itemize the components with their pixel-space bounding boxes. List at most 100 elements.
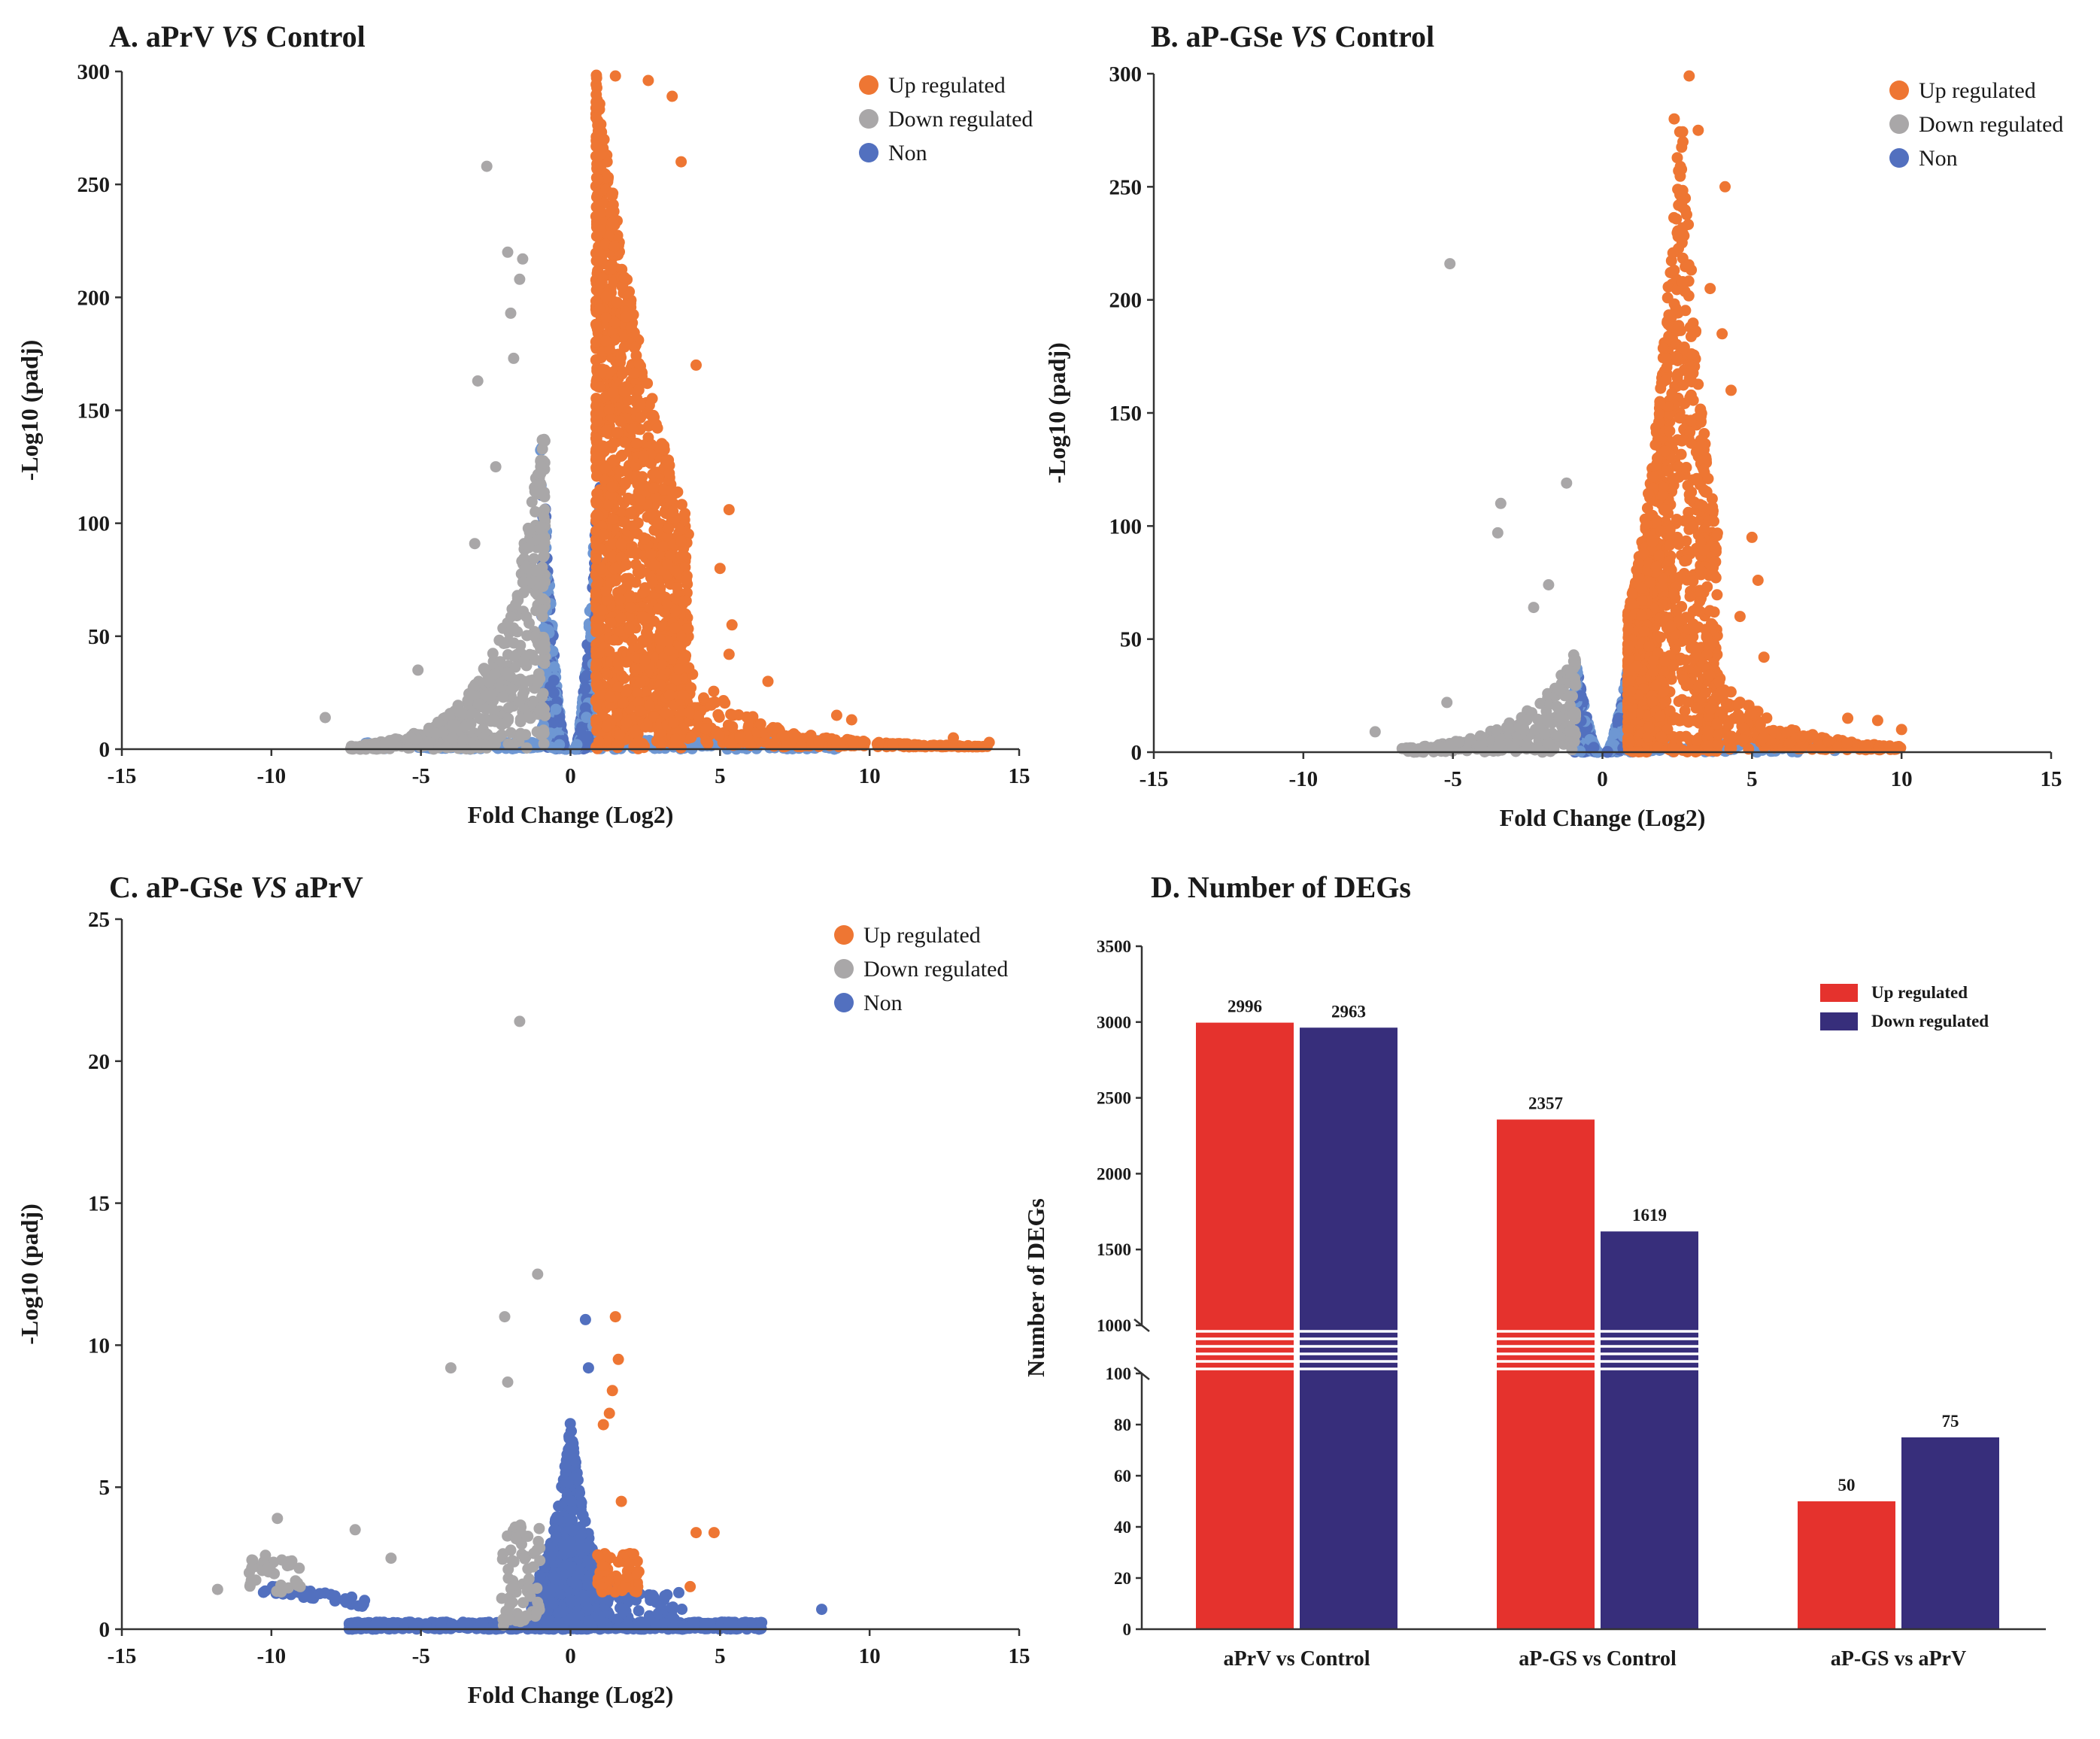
down-regulated-point [537, 581, 549, 593]
up-regulated-point [754, 718, 766, 730]
x-tick-label: 0 [565, 764, 576, 788]
down-regulated-point [1555, 712, 1567, 724]
up-regulated-point [698, 692, 709, 704]
down-regulated-point [319, 712, 331, 724]
up-regulated-point [680, 595, 692, 607]
down-regulated-point [1542, 715, 1554, 727]
down-regulated-point [498, 638, 510, 649]
up-regulated-point [713, 730, 725, 742]
up-regulated-point [669, 622, 681, 634]
down-regulated-point [538, 550, 550, 561]
down-regulated-point [535, 487, 547, 499]
up-regulated-point [670, 733, 682, 745]
up-regulated-point [685, 681, 697, 693]
up-regulated-point [615, 351, 627, 363]
up-regulated-point [637, 450, 649, 462]
up-regulated-point [607, 387, 619, 399]
non-point [545, 681, 557, 693]
down-regulated-point [517, 253, 529, 265]
up-regulated-point [1668, 264, 1680, 276]
legend-down-regulated-marker [859, 109, 879, 129]
up-regulated-point [630, 724, 642, 736]
down-regulated-point [441, 742, 453, 754]
up-regulated-point [639, 654, 651, 666]
up-regulated-point [648, 560, 660, 571]
up-regulated-point [590, 451, 602, 463]
x-tick-label: 10 [859, 764, 881, 788]
up-regulated-point [948, 732, 959, 744]
non-point [1612, 715, 1624, 727]
non-point [538, 622, 550, 634]
up-regulated-point [1673, 696, 1685, 707]
up-regulated-point [652, 603, 664, 615]
up-regulated-point [845, 714, 857, 726]
up-regulated-point [662, 558, 673, 570]
up-regulated-point [597, 440, 609, 452]
up-regulated-point [645, 508, 657, 520]
up-regulated-point [616, 368, 628, 380]
up-regulated-point [642, 74, 654, 86]
up-regulated-point [830, 709, 842, 721]
x-axis-label: Fold Change (Log2) [468, 801, 674, 828]
down-regulated-point [412, 664, 424, 676]
up-regulated-point [675, 550, 687, 562]
up-regulated-point [615, 539, 627, 551]
up-regulated-point [872, 741, 884, 753]
up-regulated-point [607, 513, 619, 525]
up-regulated-point [679, 508, 691, 520]
up-regulated-point [614, 593, 626, 605]
down-regulated-point [1539, 728, 1551, 740]
up-regulated-point [1672, 184, 1684, 196]
down-regulated-point [469, 678, 481, 690]
up-regulated-point [1711, 589, 1723, 601]
up-regulated-point [670, 487, 682, 499]
up-regulated-point [956, 741, 968, 752]
up-regulated-point [690, 359, 702, 371]
up-regulated-point [590, 320, 602, 332]
down-regulated-point [502, 246, 514, 258]
up-regulated-point [614, 729, 626, 741]
up-regulated-point [590, 623, 602, 635]
down-regulated-point [536, 604, 548, 616]
down-regulated-point [1504, 723, 1516, 734]
up-regulated-point [592, 174, 604, 185]
down-regulated-point [507, 624, 518, 635]
up-regulated-point [590, 553, 602, 565]
up-regulated-point [663, 523, 675, 534]
up-regulated-point [1691, 734, 1703, 746]
up-regulated-point [593, 303, 605, 315]
legend-up-regulated-marker [859, 75, 879, 95]
down-regulated-point [1518, 724, 1530, 736]
down-regulated-point [532, 677, 544, 689]
panel-title: A. aPrV VS Control [109, 20, 366, 53]
up-regulated-point [830, 734, 842, 746]
up-regulated-point [684, 706, 695, 718]
down-regulated-point [480, 703, 492, 715]
down-regulated-point [490, 461, 502, 473]
up-regulated-point [709, 697, 721, 709]
up-regulated-point [608, 241, 621, 252]
down-regulated-point [487, 648, 499, 660]
y-tick-label: 100 [77, 512, 111, 536]
up-regulated-point [654, 679, 666, 691]
up-regulated-point [629, 664, 641, 676]
down-regulated-point [1552, 730, 1564, 742]
up-regulated-point [630, 548, 642, 559]
up-regulated-point [599, 462, 611, 474]
down-regulated-point [457, 742, 469, 754]
up-regulated-point [1675, 448, 1687, 460]
up-regulated-point [591, 415, 602, 427]
up-regulated-point [762, 675, 774, 687]
legend-non-marker [859, 143, 879, 162]
up-regulated-point [663, 467, 675, 479]
down-regulated-point [484, 676, 495, 688]
up-regulated-point [596, 604, 608, 616]
down-regulated-point [538, 511, 550, 524]
up-regulated-point [635, 494, 646, 506]
down-regulated-point [514, 639, 527, 651]
up-regulated-point [725, 709, 737, 721]
up-regulated-point [847, 737, 859, 748]
up-regulated-point [1691, 472, 1703, 484]
up-regulated-point [1676, 141, 1688, 153]
up-regulated-point [683, 662, 695, 674]
